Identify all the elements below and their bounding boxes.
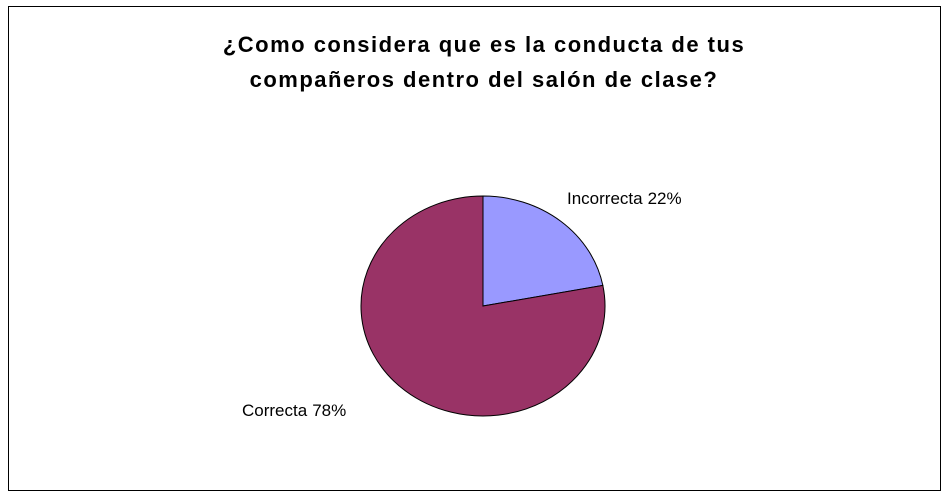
category-label: Incorrecta [567,189,643,208]
chart-title: ¿Como considera que es la conducta de tu… [223,32,745,57]
data-label: Incorrecta 22% [567,189,682,208]
data-label: Correcta 78% [242,401,346,420]
value-label: 78% [312,401,346,420]
category-label: Correcta [242,401,308,420]
chart-title: compañeros dentro del salón de clase? [250,67,719,92]
value-label: 22% [648,189,682,208]
pie-slice [360,195,606,417]
pie-slice [482,195,604,307]
